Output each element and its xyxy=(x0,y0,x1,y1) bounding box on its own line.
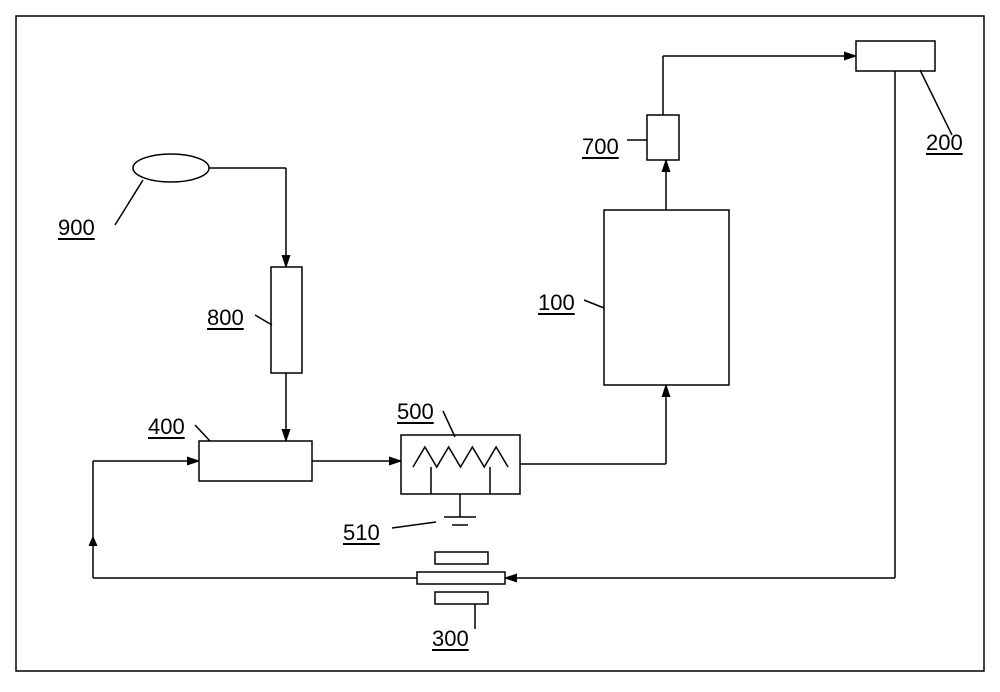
node-100 xyxy=(604,210,729,385)
label-510: 510 xyxy=(343,520,380,546)
node-700 xyxy=(647,115,679,160)
node-200 xyxy=(856,41,935,71)
leader-800 xyxy=(255,315,272,325)
label-800: 800 xyxy=(207,305,244,331)
leader-900 xyxy=(115,180,143,225)
diagram-svg xyxy=(0,0,1000,687)
leader-500 xyxy=(443,411,455,437)
label-700: 700 xyxy=(582,134,619,160)
flowchart-diagram xyxy=(0,0,1000,687)
label-400: 400 xyxy=(148,414,185,440)
label-500: 500 xyxy=(397,399,434,425)
node-900 xyxy=(133,154,209,182)
node-300-layer-2 xyxy=(435,592,488,604)
node-400 xyxy=(199,441,312,481)
label-200: 200 xyxy=(926,130,963,156)
leader-400 xyxy=(195,425,210,441)
node-300-layer-0 xyxy=(435,552,488,564)
label-300: 300 xyxy=(432,626,469,652)
leader-200 xyxy=(920,70,952,135)
node-300-layer-1 xyxy=(417,572,505,584)
label-900: 900 xyxy=(58,215,95,241)
label-100: 100 xyxy=(538,290,575,316)
leader-510 xyxy=(392,522,436,528)
node-500 xyxy=(401,435,520,494)
node-800 xyxy=(271,267,302,373)
leader-100 xyxy=(584,300,604,308)
